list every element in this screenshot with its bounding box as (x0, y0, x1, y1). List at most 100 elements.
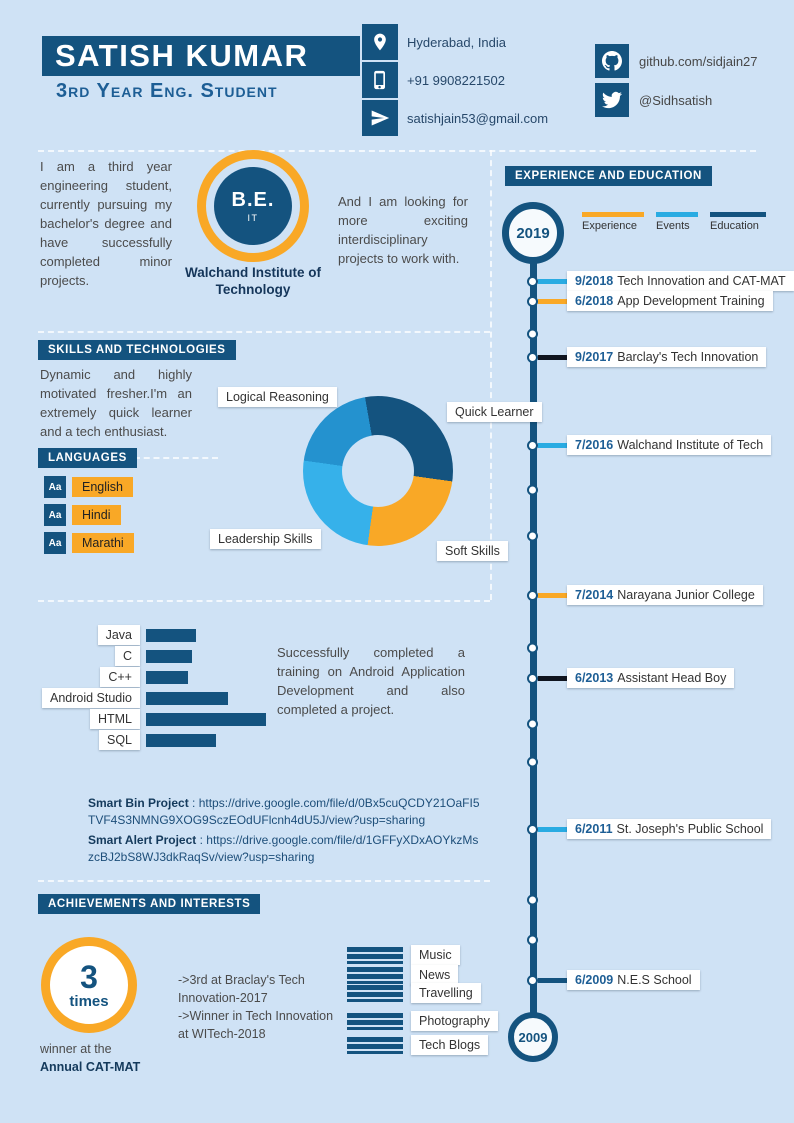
timeline-node-dot (527, 642, 538, 654)
timeline-date: 7/2014 (575, 588, 614, 602)
timeline-start-year: 2019 (502, 202, 564, 264)
timeline-entry: 6/2009 N.E.S School (527, 970, 700, 990)
timeline-entry-label: 7/2016 Walchand Institute of Tech (567, 435, 772, 455)
timeline-node-dot (527, 328, 538, 340)
tech-bar (146, 733, 216, 747)
dashed-divider (134, 457, 218, 459)
timeline-entry: 7/2014 Narayana Junior College (527, 585, 763, 605)
legend-label: Education (710, 220, 759, 232)
github-handle[interactable]: github.com/sidjain27 (639, 53, 758, 69)
interest-bar (347, 966, 403, 984)
timeline-entry-label: 6/2018 App Development Training (567, 291, 773, 311)
interest-label: Tech Blogs (411, 1035, 489, 1055)
tech-label: HTML (89, 709, 140, 729)
interest-row: News (347, 965, 459, 985)
timeline-text: Assistant Head Boy (617, 671, 727, 685)
tech-bar (146, 670, 188, 684)
timeline-dot (527, 351, 538, 363)
dashed-divider (38, 600, 490, 602)
timeline-date: 6/2013 (575, 671, 614, 685)
contact-phone-row: +91 9908221502 (362, 62, 505, 98)
tech-row: C (40, 646, 192, 666)
timeline-entry: 6/2013 Assistant Head Boy (527, 668, 735, 688)
timeline-tick (538, 298, 567, 304)
timeline-entry-label: 6/2009 N.E.S School (567, 970, 700, 990)
degree-badge: B.E. IT (197, 150, 309, 262)
language-icon: Aa (44, 532, 66, 554)
twitter-handle[interactable]: @Sidhsatish (639, 92, 713, 108)
timeline-dot (527, 589, 538, 601)
achievements-badge: 3 times (41, 937, 137, 1033)
timeline-node-dot (527, 530, 538, 542)
timeline-node-dot (527, 718, 538, 730)
timeline-entry-label: 9/2017 Barclay's Tech Innovation (567, 347, 767, 367)
timeline-date: 9/2017 (575, 350, 614, 364)
about-left-text: I am a third year engineering student, c… (40, 159, 172, 288)
project-url[interactable]: https://drive.google.com/file/d/0Bx5cuQC… (88, 796, 480, 828)
training-text: Successfully completed a training on And… (277, 645, 465, 717)
subtitle: 3rd Year Eng. Student (56, 80, 278, 102)
degree-badge-inner: B.E. IT (214, 167, 292, 245)
timeline-tick (538, 675, 567, 681)
caption-line2: Annual CAT-MAT (40, 1059, 141, 1074)
timeline-node-dot (527, 934, 538, 946)
legend-swatch (656, 212, 698, 217)
degree-text: B.E. (231, 189, 275, 211)
tech-row: C++ (40, 667, 188, 687)
achievements-notes: ->3rd at Braclay's Tech Innovation-2017 … (178, 973, 334, 1042)
interest-row: Tech Blogs (347, 1035, 489, 1055)
timeline-text: Narayana Junior College (617, 588, 755, 602)
twitter-icon (595, 83, 629, 117)
timeline-tick (538, 354, 567, 360)
timeline-text: App Development Training (617, 294, 765, 308)
achievements-section-title: ACHIEVEMENTS AND INTERESTS (38, 894, 261, 914)
timeline-text: N.E.S School (617, 973, 692, 987)
skills-intro-text: Dynamic and highly motivated fresher.I'm… (40, 367, 192, 439)
tech-label: C (114, 646, 140, 666)
timeline-entry-label: 7/2014 Narayana Junior College (567, 585, 763, 605)
timeline-date: 7/2016 (575, 438, 614, 452)
contact-email-text[interactable]: satishjain53@gmail.com (407, 110, 549, 126)
projects-block: Smart Bin Project : https://drive.google… (88, 795, 482, 869)
interest-bar (347, 946, 403, 964)
contact-location-row: Hyderabad, India (362, 24, 506, 60)
timeline-dot (527, 823, 538, 835)
timeline-tick (538, 278, 567, 284)
timeline-entry: 9/2018 Tech Innovation and CAT-MAT (527, 271, 794, 291)
interest-row: Music (347, 945, 460, 965)
project-url[interactable]: https://drive.google.com/file/d/1GFFyXDx… (88, 833, 479, 865)
project-separator: : (196, 833, 207, 848)
languages-section-title: LANGUAGES (38, 448, 137, 468)
interest-bar (347, 984, 403, 1002)
timeline-text: Barclay's Tech Innovation (617, 350, 759, 364)
timeline-dot (527, 672, 538, 684)
interest-bar (347, 1012, 403, 1030)
timeline-entry-label: 6/2011 St. Joseph's Public School (567, 819, 772, 839)
skills-donut (303, 396, 453, 546)
dashed-divider (38, 331, 490, 333)
donut-label-leadership-skills: Leadership Skills (210, 529, 321, 549)
location-pin-icon (362, 24, 398, 60)
project-item: Smart Bin Project : https://drive.google… (88, 795, 482, 829)
tech-bar (146, 691, 228, 705)
tech-label: C++ (100, 667, 140, 687)
timeline-node-dot (527, 484, 538, 496)
timeline-dot (527, 275, 538, 287)
timeline-entry: 9/2017 Barclay's Tech Innovation (527, 347, 767, 367)
contact-phone-text: +91 9908221502 (407, 72, 505, 88)
skills-section-title: SKILLS AND TECHNOLOGIES (38, 340, 236, 360)
social-twitter-row: @Sidhsatish (595, 83, 712, 117)
timeline-text: St. Joseph's Public School (616, 822, 764, 836)
timeline-dot (527, 974, 538, 986)
project-separator: : (188, 796, 199, 810)
project-label: Smart Alert Project (88, 833, 197, 848)
legend-item-experience: Experience (582, 212, 644, 232)
legend-item-events: Events (656, 212, 698, 232)
timeline-node-dot (527, 756, 538, 768)
legend-label: Experience (582, 220, 638, 232)
language-row: Aa English (44, 476, 133, 498)
project-item: Smart Alert Project : https://drive.goog… (88, 832, 482, 866)
legend-swatch (710, 212, 766, 217)
timeline-entry: 6/2011 St. Joseph's Public School (527, 819, 772, 839)
language-icon: Aa (44, 476, 66, 498)
